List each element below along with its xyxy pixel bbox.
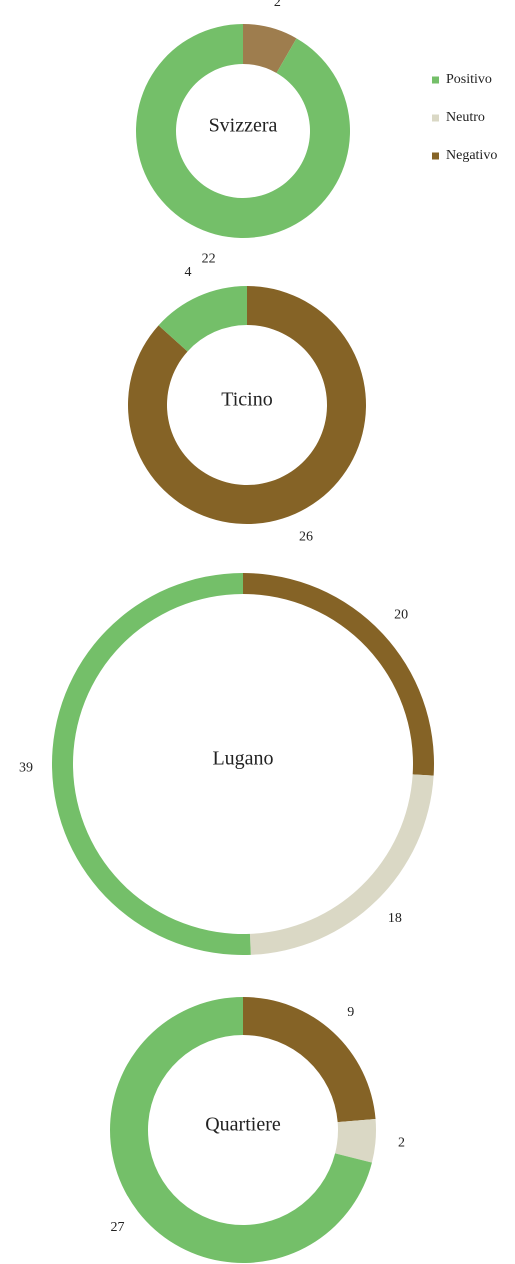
legend-label: Negativo <box>446 148 497 163</box>
data-label: 2 <box>398 1135 405 1150</box>
center-label: Lugano <box>212 748 273 770</box>
data-label: 22 <box>202 252 216 267</box>
center-label: Quartiere <box>205 1114 281 1136</box>
donut-segment <box>52 573 251 955</box>
data-label: 4 <box>185 265 192 280</box>
donut-segment <box>135 24 351 239</box>
center-label: Ticino <box>221 389 273 411</box>
legend-swatch <box>432 152 439 160</box>
legend-swatch <box>432 76 439 84</box>
center-label: Svizzera <box>209 115 278 137</box>
donut-segment <box>249 774 434 955</box>
data-label: 18 <box>388 911 402 926</box>
donut-segment <box>243 573 434 776</box>
legend-label: Positivo <box>446 72 492 87</box>
donut-segment <box>127 286 366 524</box>
legend-swatch <box>432 114 439 122</box>
legend-label: Neutro <box>446 110 485 125</box>
data-label: 26 <box>299 530 313 545</box>
donut-segment <box>335 1119 376 1163</box>
data-label: 2 <box>274 0 281 10</box>
donut-segment <box>158 286 247 352</box>
data-label: 20 <box>394 608 408 623</box>
data-label: 39 <box>19 761 33 776</box>
data-label: 27 <box>111 1220 125 1235</box>
donut-segment <box>243 997 376 1123</box>
data-label: 9 <box>347 1005 354 1020</box>
donut-segment <box>243 24 297 73</box>
